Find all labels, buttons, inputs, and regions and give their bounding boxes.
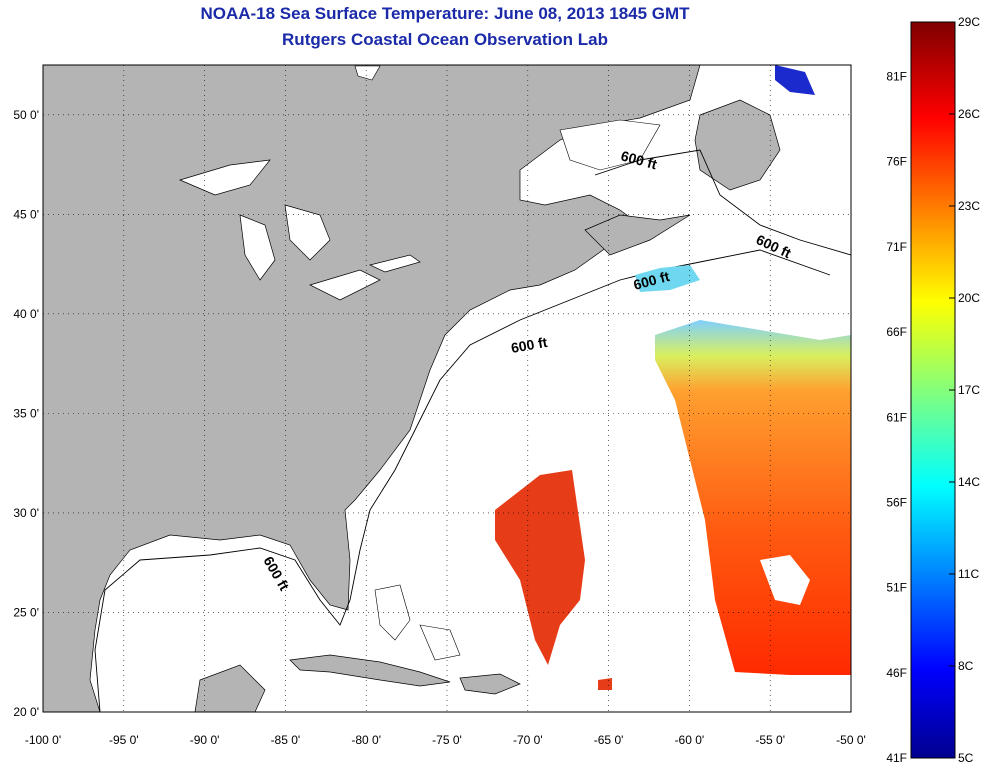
lon-tick-label: -100 0' <box>25 733 61 747</box>
colorbar-fahrenheit-label: 56F <box>886 495 907 509</box>
land-north-america <box>43 65 701 712</box>
lon-tick-label: -75 0' <box>432 733 462 747</box>
colorbar-celsius-label: 5C <box>958 751 974 765</box>
colorbar-celsius-label: 11C <box>958 567 979 581</box>
colorbar-celsius-label: 23C <box>958 199 980 213</box>
colorbar-fahrenheit-label: 41F <box>886 751 907 765</box>
colorbar-fahrenheit-label: 76F <box>886 155 907 169</box>
sst-patch-gulf-maine <box>635 265 700 292</box>
longitude-axis: -100 0' -95 0' -90 0' -85 0' -80 0' -75 0' -70… <box>25 733 866 747</box>
lon-tick-label: -60 0' <box>675 733 705 747</box>
land-hispaniola <box>459 673 521 695</box>
sst-patch-labrador <box>775 65 815 95</box>
colorbar-fahrenheit-labels: 81F 76F 71F 66F 61F 56F 51F 46F 41F <box>886 70 907 765</box>
colorbar-celsius-label: 8C <box>958 659 974 673</box>
isobath-label-4: 600 ft <box>510 334 549 356</box>
land-newfoundland <box>694 99 781 191</box>
lat-tick-label: 40 0' <box>13 307 39 321</box>
great-lakes <box>178 159 421 301</box>
colorbar-fahrenheit-label: 51F <box>886 581 907 595</box>
colorbar <box>910 21 956 759</box>
colorbar-fahrenheit-label: 46F <box>886 666 907 680</box>
colorbar-celsius-label: 14C <box>958 475 980 489</box>
lat-tick-label: 45 0' <box>13 207 39 221</box>
bahamas-banks <box>374 584 461 661</box>
lon-tick-label: -90 0' <box>190 733 220 747</box>
latitude-axis: 20 0' 25 0' 30 0' 35 0' 40 0' 45 0' 50 0' <box>13 108 39 719</box>
cloud-gap <box>760 555 810 605</box>
land-nova-scotia <box>584 214 691 256</box>
colorbar-fahrenheit-label: 71F <box>886 240 907 254</box>
lon-tick-label: -70 0' <box>513 733 543 747</box>
map-subtitle: Rutgers Coastal Ocean Observation Lab <box>282 30 608 49</box>
land-cuba <box>289 654 451 687</box>
hudson-bay <box>354 65 381 81</box>
colorbar-celsius-labels: 29C 26C 23C 20C 17C 14C 11C 8C 5C <box>949 15 980 765</box>
lon-tick-label: -55 0' <box>755 733 785 747</box>
sst-swath-central <box>495 470 585 665</box>
colorbar-celsius-label: 29C <box>958 15 980 29</box>
lon-tick-label: -65 0' <box>594 733 624 747</box>
isobath-600ft <box>94 149 851 712</box>
colorbar-celsius-label: 17C <box>958 383 980 397</box>
map-title: NOAA-18 Sea Surface Temperature: June 08… <box>200 4 690 23</box>
land-yucatan <box>194 664 266 712</box>
lat-tick-label: 50 0' <box>13 108 39 122</box>
lat-tick-label: 20 0' <box>13 705 39 719</box>
lon-tick-label: -85 0' <box>271 733 301 747</box>
lon-tick-label: -95 0' <box>109 733 139 747</box>
lon-tick-label: -50 0' <box>836 733 866 747</box>
colorbar-celsius-label: 26C <box>958 107 980 121</box>
sst-patch-small <box>598 678 612 690</box>
lon-tick-label: -80 0' <box>351 733 381 747</box>
colorbar-celsius-label: 20C <box>958 291 980 305</box>
lat-tick-label: 25 0' <box>13 605 39 619</box>
lat-tick-label: 30 0' <box>13 506 39 520</box>
colorbar-fahrenheit-label: 66F <box>886 325 907 339</box>
colorbar-fahrenheit-label: 81F <box>886 70 907 84</box>
lat-tick-label: 35 0' <box>13 406 39 420</box>
colorbar-fahrenheit-label: 61F <box>886 410 907 424</box>
